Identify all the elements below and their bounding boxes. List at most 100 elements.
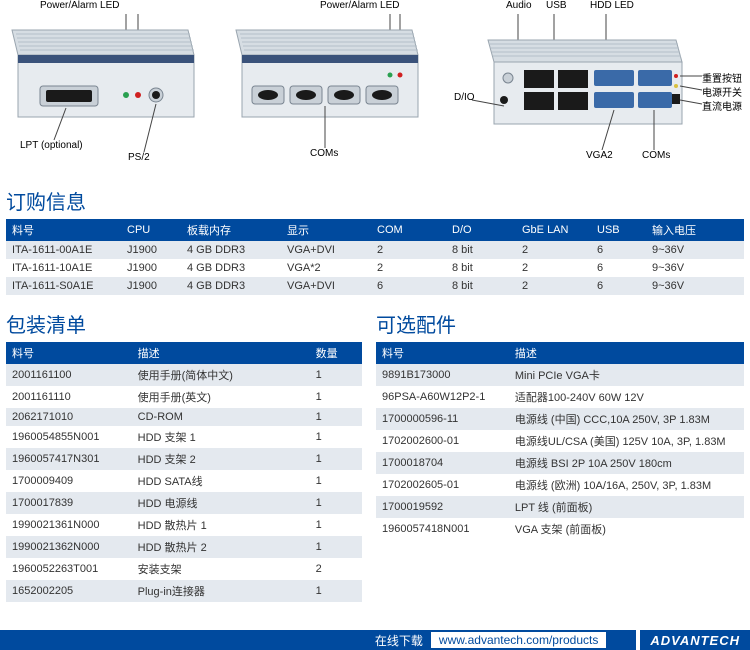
col-header: 数量 xyxy=(310,342,362,364)
table-cell: 1700018704 xyxy=(376,452,509,474)
col-header: CPU xyxy=(121,219,181,241)
table-cell: 1 xyxy=(310,536,362,558)
table-row: 1990021362N000HDD 散热片 21 xyxy=(6,536,362,558)
label-power-alarm-led: Power/Alarm LED xyxy=(40,0,119,11)
table-cell: CD-ROM xyxy=(132,408,310,426)
table-cell: 电源线 (中国) CCC,10A 250V, 3P 1.83M xyxy=(509,408,744,430)
col-header: 显示 xyxy=(281,219,371,241)
col-header: 板载内存 xyxy=(181,219,281,241)
col-header: 描述 xyxy=(509,342,744,364)
table-row: 1960054855N001HDD 支架 11 xyxy=(6,426,362,448)
table-cell: 6 xyxy=(591,241,646,259)
table-cell: ITA-1611-10A1E xyxy=(6,259,121,277)
col-header: 料号 xyxy=(6,219,121,241)
table-cell: HDD SATA线 xyxy=(132,470,310,492)
ordering-table: 料号CPU板载内存显示COMD/OGbE LANUSB输入电压 ITA-1611… xyxy=(6,219,744,295)
table-row: 1700019592LPT 线 (前面板) xyxy=(376,496,744,518)
label-hdd-led: HDD LED xyxy=(590,0,634,11)
col-header: USB xyxy=(591,219,646,241)
table-cell: 2 xyxy=(310,558,362,580)
footer-bar: 在线下载 www.advantech.com/products ADVANTEC… xyxy=(0,630,750,650)
table-cell: 1 xyxy=(310,492,362,514)
packing-title: 包装清单 xyxy=(6,303,362,342)
table-row: 9891B173000Mini PCIe VGA卡 xyxy=(376,364,744,386)
table-row: 2062171010CD-ROM1 xyxy=(6,408,362,426)
optional-table: 料号描述 9891B173000Mini PCIe VGA卡96PSA-A60W… xyxy=(376,342,744,540)
table-row: 1960052263T001安装支架2 xyxy=(6,558,362,580)
device-mid-svg xyxy=(230,0,430,170)
table-row: 96PSA-A60W12P2-1适配器100-240V 60W 12V xyxy=(376,386,744,408)
table-cell: 2 xyxy=(516,241,591,259)
table-cell: 2 xyxy=(371,241,446,259)
table-cell: VGA+DVI xyxy=(281,277,371,295)
table-row: ITA-1611-S0A1EJ19004 GB DDR3VGA+DVI68 bi… xyxy=(6,277,744,295)
table-cell: 2001161100 xyxy=(6,364,132,386)
table-cell: 1 xyxy=(310,386,362,408)
label-power-sw: 电源开关 xyxy=(702,84,742,99)
table-cell: J1900 xyxy=(121,241,181,259)
table-cell: 8 bit xyxy=(446,241,516,259)
table-cell: 1 xyxy=(310,364,362,386)
table-cell: 电源线 BSI 2P 10A 250V 180cm xyxy=(509,452,744,474)
table-cell: 9~36V xyxy=(646,259,744,277)
col-header: 输入电压 xyxy=(646,219,744,241)
label-audio: Audio xyxy=(506,0,532,11)
col-header: GbE LAN xyxy=(516,219,591,241)
col-header: 料号 xyxy=(376,342,509,364)
col-header: 描述 xyxy=(132,342,310,364)
table-cell: J1900 xyxy=(121,259,181,277)
table-cell: 1960054855N001 xyxy=(6,426,132,448)
footer-url[interactable]: www.advantech.com/products xyxy=(431,630,606,650)
table-cell: HDD 散热片 1 xyxy=(132,514,310,536)
table-cell: 1 xyxy=(310,426,362,448)
col-header: 料号 xyxy=(6,342,132,364)
label-coms: COMs xyxy=(310,148,338,159)
table-cell: 使用手册(简体中文) xyxy=(132,364,310,386)
table-row: 2001161100使用手册(简体中文)1 xyxy=(6,364,362,386)
device-rear-svg xyxy=(454,0,744,170)
table-cell: 4 GB DDR3 xyxy=(181,241,281,259)
table-cell: 适配器100-240V 60W 12V xyxy=(509,386,744,408)
table-cell: 1960052263T001 xyxy=(6,558,132,580)
table-cell: 4 GB DDR3 xyxy=(181,259,281,277)
table-cell: 96PSA-A60W12P2-1 xyxy=(376,386,509,408)
optional-title: 可选配件 xyxy=(376,303,744,342)
table-cell: LPT 线 (前面板) xyxy=(509,496,744,518)
table-cell: ITA-1611-S0A1E xyxy=(6,277,121,295)
table-cell: 1702002600-01 xyxy=(376,430,509,452)
table-cell: 1700009409 xyxy=(6,470,132,492)
table-row: ITA-1611-10A1EJ19004 GB DDR3VGA*228 bit2… xyxy=(6,259,744,277)
label-ps2: PS/2 xyxy=(128,152,150,163)
table-row: 1990021361N000HDD 散热片 11 xyxy=(6,514,362,536)
table-row: 1652002205Plug-in连接器1 xyxy=(6,580,362,602)
table-cell: HDD 支架 1 xyxy=(132,426,310,448)
table-cell: 1 xyxy=(310,408,362,426)
table-cell: 1 xyxy=(310,580,362,602)
table-row: 1700017839HDD 电源线1 xyxy=(6,492,362,514)
table-row: 1960057418N001VGA 支架 (前面板) xyxy=(376,518,744,540)
table-cell: ITA-1611-00A1E xyxy=(6,241,121,259)
table-cell: 电源线 (欧洲) 10A/16A, 250V, 3P, 1.83M xyxy=(509,474,744,496)
table-cell: 2 xyxy=(516,277,591,295)
table-cell: 1990021362N000 xyxy=(6,536,132,558)
label-reset: 重置按钮 xyxy=(702,70,742,85)
table-row: 1700018704电源线 BSI 2P 10A 250V 180cm xyxy=(376,452,744,474)
table-cell: HDD 电源线 xyxy=(132,492,310,514)
label-power-alarm-led-2: Power/Alarm LED xyxy=(320,0,399,11)
label-lpt: LPT (optional) xyxy=(20,140,83,151)
diagram-row: Power/Alarm LED xyxy=(0,0,750,180)
col-header: COM xyxy=(371,219,446,241)
table-cell: 安装支架 xyxy=(132,558,310,580)
table-cell: 9~36V xyxy=(646,241,744,259)
table-cell: 6 xyxy=(591,259,646,277)
table-row: ITA-1611-00A1EJ19004 GB DDR3VGA+DVI28 bi… xyxy=(6,241,744,259)
label-coms-rear: COMs xyxy=(642,150,670,161)
table-cell: J1900 xyxy=(121,277,181,295)
table-cell: Plug-in连接器 xyxy=(132,580,310,602)
table-cell: 1960057417N301 xyxy=(6,448,132,470)
table-cell: 6 xyxy=(371,277,446,295)
label-usb: USB xyxy=(546,0,567,11)
table-cell: 8 bit xyxy=(446,277,516,295)
table-row: 1700009409HDD SATA线1 xyxy=(6,470,362,492)
table-cell: 1702002605-01 xyxy=(376,474,509,496)
